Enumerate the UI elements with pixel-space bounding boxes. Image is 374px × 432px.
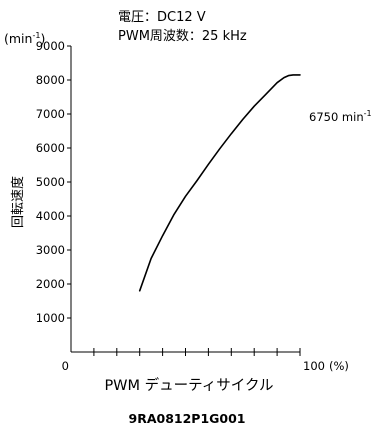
condition-pwm-frequency: PWM周波数：25 kHz xyxy=(118,29,247,44)
series-group xyxy=(138,74,301,292)
x-tick-label: 0 xyxy=(62,359,69,373)
x-tick-label: 100 xyxy=(303,359,325,373)
condition-voltage: 電圧：DC12 V xyxy=(118,10,206,25)
y-tick-label: 9000 xyxy=(36,39,65,53)
x-ticks: 0 100 xyxy=(62,348,325,373)
y-tick-label: 6000 xyxy=(36,141,65,155)
end-value-annotation: 6750 min-1 xyxy=(309,109,372,124)
y-tick-label: 3000 xyxy=(36,243,65,257)
figure-code: 9RA0812P1G001 xyxy=(129,411,246,426)
y-tick-label: 1000 xyxy=(36,311,65,325)
y-unit-exp: -1 xyxy=(32,31,40,40)
y-ticks: 1000 2000 3000 4000 5000 6000 7000 8000 9000 xyxy=(36,39,71,325)
y-axis-label: 回転速度 xyxy=(10,176,26,228)
x-axis-unit: (%) xyxy=(329,359,349,373)
annotation-exp: -1 xyxy=(364,109,372,118)
y-unit-close: ) xyxy=(40,31,45,46)
rpm-curve-line xyxy=(138,74,301,292)
x-axis-label: PWM デューティサイクル xyxy=(104,376,273,394)
y-unit-base: (min xyxy=(4,31,32,46)
y-tick-label: 7000 xyxy=(36,107,65,121)
y-tick-label: 5000 xyxy=(36,175,65,189)
y-tick-label: 4000 xyxy=(36,209,65,223)
y-axis-unit: (min-1) xyxy=(4,31,45,46)
y-tick-label: 8000 xyxy=(36,73,65,87)
annotation-text: 6750 min xyxy=(309,110,364,124)
y-tick-label: 2000 xyxy=(36,277,65,291)
